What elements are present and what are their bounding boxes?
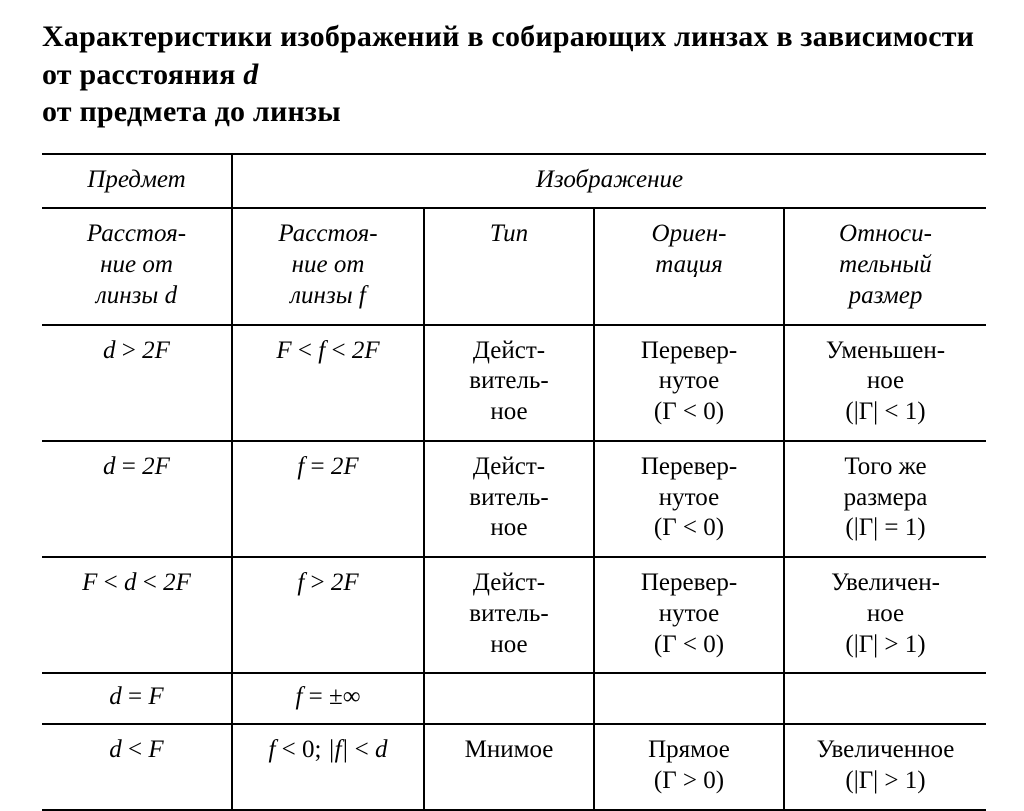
lens-table: Предмет Изображение Расстоя-ние отлинзы …	[42, 153, 986, 811]
header-row-1: Предмет Изображение	[42, 154, 986, 209]
cell-d: F < d < 2F	[42, 557, 232, 673]
cell-orientation	[594, 673, 784, 724]
header-distance-f: Расстоя-ние отлинзы f	[232, 208, 424, 324]
cell-orientation: Перевер-нутое(Г < 0)	[594, 325, 784, 441]
header-relative-size: Относи-тельныйразмер	[784, 208, 986, 324]
cell-type: Дейст-витель-ное	[424, 557, 594, 673]
cell-type	[424, 673, 594, 724]
page: Характеристики изображений в собирающих …	[0, 0, 1024, 811]
table-row: F < d < 2F f > 2F Дейст-витель-ное Перев…	[42, 557, 986, 673]
cell-type: Дейст-витель-ное	[424, 441, 594, 557]
header-type: Тип	[424, 208, 594, 324]
header-izobrazhenie: Изображение	[232, 154, 986, 209]
cell-d: d = F	[42, 673, 232, 724]
cell-size: Уменьшен-ное(|Г| < 1)	[784, 325, 986, 441]
header-orientation: Ориен-тация	[594, 208, 784, 324]
header-distance-d: Расстоя-ние отлинзы d	[42, 208, 232, 324]
cell-f: f > 2F	[232, 557, 424, 673]
cell-f: F < f < 2F	[232, 325, 424, 441]
cell-size: Увеличен-ное(|Г| > 1)	[784, 557, 986, 673]
table-row: d = 2F f = 2F Дейст-витель-ное Перевер-н…	[42, 441, 986, 557]
page-title: Характеристики изображений в собирающих …	[42, 18, 988, 131]
cell-orientation: Перевер-нутое(Г < 0)	[594, 557, 784, 673]
cell-size	[784, 673, 986, 724]
table-row: d = F f = ±∞	[42, 673, 986, 724]
header-row-2: Расстоя-ние отлинзы d Расстоя-ние отлинз…	[42, 208, 986, 324]
cell-size: Того жеразмера(|Г| = 1)	[784, 441, 986, 557]
cell-type: Дейст-витель-ное	[424, 325, 594, 441]
table-row: d > 2F F < f < 2F Дейст-витель-ное Перев…	[42, 325, 986, 441]
cell-d: d > 2F	[42, 325, 232, 441]
header-predmet: Предмет	[42, 154, 232, 209]
cell-f: f = ±∞	[232, 673, 424, 724]
cell-f: f = 2F	[232, 441, 424, 557]
cell-d: d = 2F	[42, 441, 232, 557]
cell-orientation: Перевер-нутое(Г < 0)	[594, 441, 784, 557]
